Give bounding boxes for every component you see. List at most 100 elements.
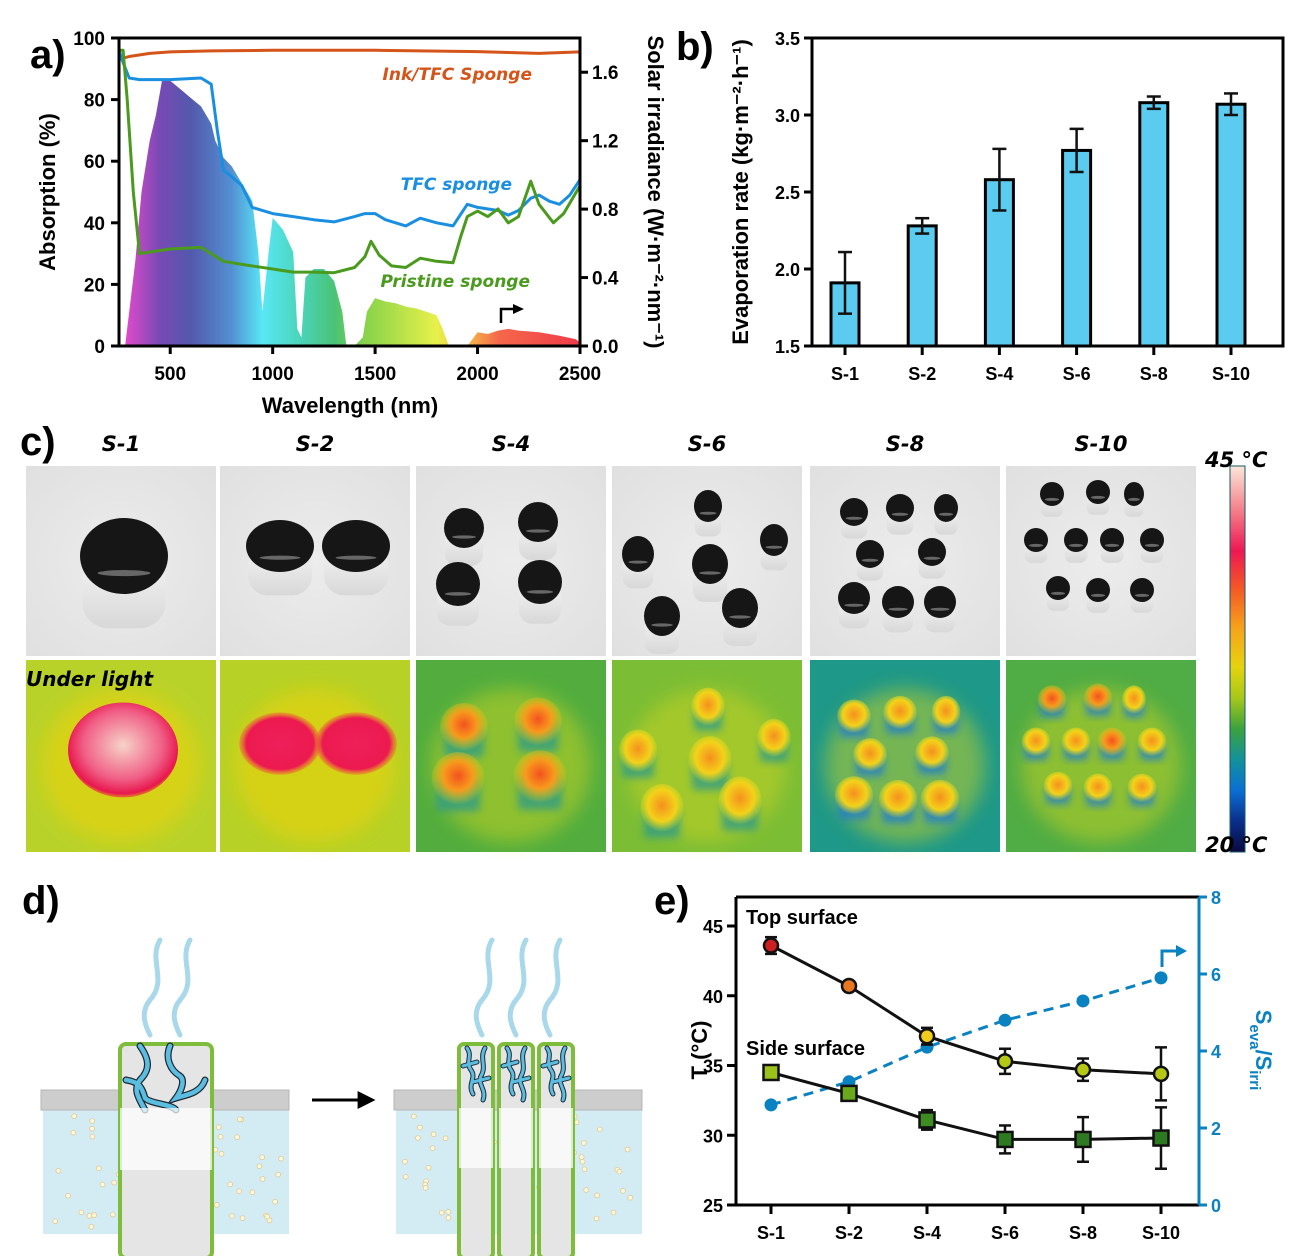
hot-spot xyxy=(1137,727,1167,761)
sponge xyxy=(882,586,914,633)
colorbar-min-label: 20 °C xyxy=(1205,833,1268,857)
submerged-overlay xyxy=(499,1108,533,1168)
y-axis-title-a: Absorption (%) xyxy=(35,113,60,271)
y-tick-label: 45 xyxy=(703,917,723,937)
particle xyxy=(91,1212,97,1218)
axis-ticks-e: S-1 S-2 S-4 S-6 S-8 S-10 25 30 35 40 45 0 2 4 6 8 xyxy=(703,888,1221,1243)
hot-spot xyxy=(1061,727,1091,761)
sponge xyxy=(918,538,946,579)
particle xyxy=(89,1133,96,1140)
sponge xyxy=(1130,578,1154,613)
x-tick-label: S-6 xyxy=(991,1223,1019,1243)
y-axis-title-b: Evaporation rate (kg·m⁻²·h⁻¹) xyxy=(728,39,753,345)
sponge-black-top xyxy=(1024,528,1048,552)
plot-frame-a xyxy=(117,36,582,348)
label-side-surface: Side surface xyxy=(746,1038,865,1060)
y2-title-sub-eva: eva xyxy=(1246,1024,1263,1050)
y2-axis-title-a: Solar irradiance (W·m⁻²·nm⁻¹) xyxy=(643,36,668,349)
side-surface-point xyxy=(840,1084,858,1103)
hot-spot xyxy=(1097,727,1127,761)
hot-spot-top xyxy=(315,712,397,775)
y-tick-label: 40 xyxy=(703,987,723,1007)
vapor-icon xyxy=(141,937,163,1038)
sponge xyxy=(1124,482,1144,517)
sponge-black-top xyxy=(644,596,680,636)
right-axis-arrow-icon xyxy=(1160,949,1178,967)
submerged-overlay xyxy=(459,1108,493,1168)
sponge xyxy=(436,562,480,626)
column-label: S-10 xyxy=(1074,432,1127,456)
sponge-black-top xyxy=(518,502,558,542)
hot-spot-top xyxy=(837,699,871,734)
arrowhead-icon xyxy=(1176,945,1187,957)
y2-axis-title-e: Seva/Sirri xyxy=(1246,1010,1276,1091)
slender-sponge xyxy=(497,1042,535,1256)
sponge-black-top xyxy=(760,524,788,556)
ratio-point xyxy=(764,1098,778,1112)
x-tick-label: S-1 xyxy=(757,1223,785,1243)
top-surface-point xyxy=(996,1053,1014,1070)
x-tick-label: S-10 xyxy=(1212,364,1250,384)
particle xyxy=(442,1135,449,1142)
column-label: S-4 xyxy=(492,432,530,456)
hot-spot-top xyxy=(514,697,562,746)
sponge xyxy=(1024,528,1048,563)
particle xyxy=(71,1113,77,1120)
sample-column-S-2: S-2 xyxy=(220,432,410,852)
hot-spot-top xyxy=(440,703,488,752)
sponge-black-top xyxy=(840,498,868,526)
sponge xyxy=(444,508,484,566)
particle xyxy=(213,1202,220,1208)
particle xyxy=(259,1154,265,1161)
sponge-highlight xyxy=(444,592,472,596)
sponge xyxy=(246,520,314,596)
hot-spot xyxy=(878,779,918,824)
particle xyxy=(86,1213,93,1219)
y-axis-title-e: T (°C) xyxy=(687,1021,712,1080)
hot-spot xyxy=(931,695,961,734)
hot-spot xyxy=(688,736,732,791)
panel-label-b: b) xyxy=(676,25,714,69)
hot-spot-top xyxy=(1097,727,1127,757)
sample-column-S-6: S-6 xyxy=(612,432,802,852)
particle xyxy=(597,1126,603,1133)
hot-spot xyxy=(837,699,871,738)
sponge xyxy=(80,518,168,629)
sponge-black-top xyxy=(1086,578,1110,602)
particle xyxy=(624,1146,631,1153)
sponge-highlight xyxy=(930,607,950,611)
bar-S-10 xyxy=(1215,102,1247,348)
particle xyxy=(55,1168,62,1174)
sponge-highlight xyxy=(452,535,476,539)
sponge xyxy=(518,560,562,624)
hot-spot xyxy=(691,687,725,731)
hot-spot-top xyxy=(1122,685,1146,715)
particle xyxy=(237,1116,243,1123)
particle xyxy=(425,1164,432,1171)
sponge-highlight xyxy=(526,590,554,594)
y-tick-label: 40 xyxy=(84,214,105,235)
y2-tick-label: 8 xyxy=(1211,888,1221,908)
y-tick-label: 60 xyxy=(84,152,105,173)
hot-spot xyxy=(834,776,874,820)
y2-tick-label: 4 xyxy=(1211,1042,1221,1062)
sponge xyxy=(694,490,722,537)
sponge xyxy=(924,586,956,633)
sponge-highlight xyxy=(1068,543,1084,547)
thermal-S-8 xyxy=(810,660,1000,852)
y-tick-label: 25 xyxy=(703,1196,723,1216)
y-tick-label: 100 xyxy=(73,29,105,50)
sponge-black-top xyxy=(622,536,654,572)
label-pristine-sponge: Pristine sponge xyxy=(380,272,530,292)
hot-spot-top xyxy=(853,738,887,772)
x-tick-label: S-6 xyxy=(1063,364,1091,384)
vapor-icon xyxy=(541,937,563,1038)
submerged-overlay xyxy=(539,1108,573,1168)
vapor-icon xyxy=(507,937,529,1038)
y2-tick-label: 0.4 xyxy=(592,269,619,290)
particle xyxy=(215,1124,222,1130)
photo-S-1 xyxy=(26,466,216,656)
y2-tick-label: 0.8 xyxy=(592,200,618,221)
particle xyxy=(438,1209,445,1216)
y-tick-label: 30 xyxy=(703,1126,723,1146)
